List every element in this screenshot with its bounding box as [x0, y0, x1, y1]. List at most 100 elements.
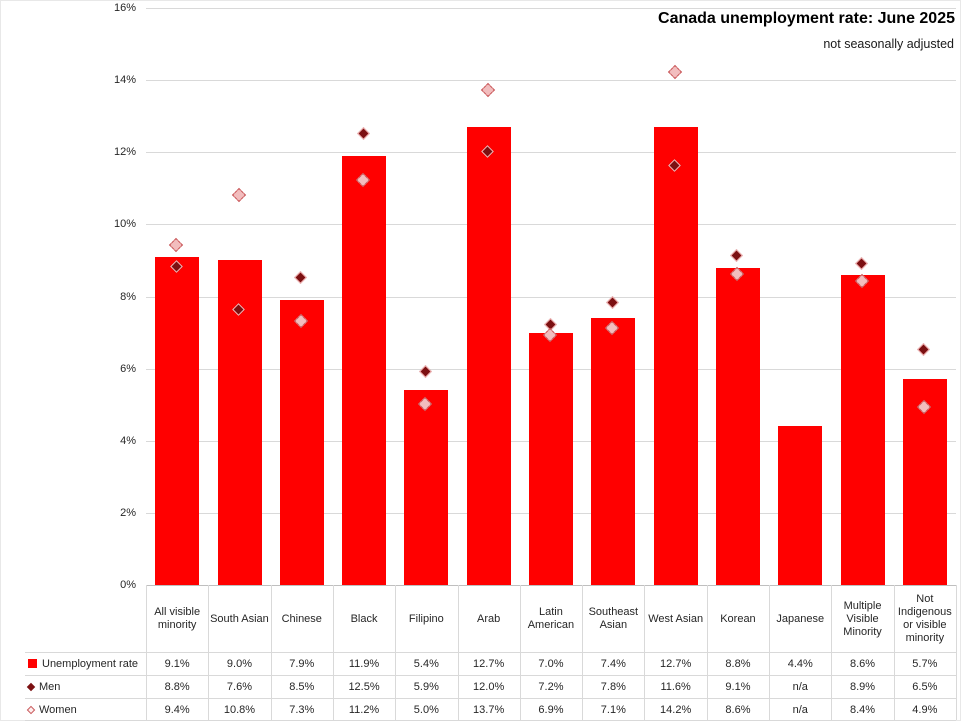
value-cell: 11.2% — [348, 703, 380, 716]
value-cell: 12.0% — [473, 680, 505, 693]
women-marker — [480, 82, 495, 97]
men-marker — [730, 249, 744, 263]
category-header: South Asian — [210, 612, 269, 625]
value-cell: 8.5% — [289, 680, 315, 693]
men-marker — [356, 126, 370, 140]
value-cell: 6.9% — [538, 703, 564, 716]
category-header: All visible minority — [154, 606, 201, 631]
value-cell: 7.0% — [538, 657, 564, 670]
value-cell: 7.3% — [289, 703, 315, 716]
value-cell: 13.7% — [473, 703, 505, 716]
value-cell: 7.1% — [600, 703, 626, 716]
value-cell: 7.9% — [289, 657, 315, 670]
legend-unemployment-square-icon — [28, 659, 37, 668]
men-marker — [917, 343, 931, 356]
series-name: Women — [39, 703, 77, 716]
y-axis-tick-label: 14% — [113, 74, 136, 86]
unemployment-bar — [715, 267, 760, 585]
category-header: West Asian — [648, 612, 704, 625]
value-cell: 14.2% — [660, 703, 692, 716]
unemployment-bar — [279, 300, 324, 585]
chart-subtitle: not seasonally adjusted — [823, 37, 954, 51]
category-header: Korean — [720, 612, 756, 625]
value-cell: 12.7% — [660, 657, 692, 670]
legend-row: Women — [26, 698, 77, 721]
value-cell: 4.9% — [912, 703, 938, 716]
gridline — [146, 8, 956, 9]
value-cell: 9.1% — [164, 657, 190, 670]
unemployment-bar — [155, 256, 200, 585]
value-cell: 8.6% — [725, 703, 751, 716]
unemployment-bar — [840, 274, 885, 585]
y-axis-tick-label: 6% — [120, 363, 136, 375]
unemployment-bar — [902, 379, 947, 585]
gridline — [146, 80, 956, 81]
value-cell: 9.4% — [164, 703, 190, 716]
gridline — [146, 297, 956, 298]
value-cell: 9.1% — [725, 680, 751, 693]
value-cell: 7.8% — [600, 680, 626, 693]
legend-row: Men — [26, 675, 61, 698]
table-row-separator — [25, 675, 956, 676]
y-axis-tick-label: 10% — [113, 218, 136, 230]
men-marker — [605, 296, 619, 310]
category-header: Latin American — [527, 606, 575, 631]
table-row-separator — [25, 652, 956, 653]
value-cell: 7.4% — [600, 657, 626, 670]
value-cell: 8.6% — [850, 657, 876, 670]
y-axis-tick-label: 12% — [113, 146, 136, 158]
value-cell: 11.9% — [348, 657, 380, 670]
value-cell: n/a — [792, 703, 808, 716]
value-cell: 8.4% — [850, 703, 876, 716]
value-cell: 7.2% — [538, 680, 564, 693]
unemployment-bar — [591, 318, 636, 585]
gridline — [146, 224, 956, 225]
category-header: Chinese — [281, 612, 322, 625]
unemployment-bar — [404, 390, 449, 585]
men-marker — [294, 271, 308, 284]
legend-row: Unemployment rate — [28, 652, 138, 675]
value-cell: 12.7% — [473, 657, 505, 670]
value-cell: 6.5% — [912, 680, 938, 693]
y-axis-tick-label: 2% — [120, 507, 136, 519]
category-header: Japanese — [776, 612, 825, 625]
women-marker — [169, 237, 184, 253]
value-cell: 7.6% — [226, 680, 252, 693]
category-header: Not Indigenous or visible minority — [897, 593, 952, 644]
value-cell: 5.9% — [413, 680, 439, 693]
category-header: Arab — [477, 612, 501, 625]
unemployment-bar — [529, 332, 573, 585]
value-cell: 4.4% — [787, 657, 813, 670]
women-marker — [667, 64, 682, 79]
chart-title: Canada unemployment rate: June 2025 — [658, 10, 955, 27]
series-name: Unemployment rate — [42, 657, 138, 670]
y-axis-tick-label: 4% — [120, 435, 136, 447]
value-cell: 9.0% — [226, 657, 252, 670]
x-axis-line — [146, 585, 956, 586]
legend-men-diamond-icon — [26, 682, 36, 691]
value-cell: 12.5% — [348, 680, 380, 693]
y-axis-tick-label: 0% — [120, 579, 136, 591]
y-axis-tick-label: 8% — [120, 291, 136, 303]
category-header: Black — [350, 612, 378, 625]
gridline — [146, 152, 956, 153]
value-cell: 8.8% — [725, 657, 751, 670]
category-header: Filipino — [408, 612, 444, 625]
value-cell: 5.4% — [413, 657, 439, 670]
y-axis-tick-label: 16% — [113, 2, 136, 14]
men-marker — [419, 364, 432, 378]
table-row-separator — [25, 698, 956, 699]
value-cell: 8.8% — [164, 680, 190, 693]
value-cell: n/a — [792, 680, 808, 693]
value-cell: 8.9% — [850, 680, 876, 693]
category-header: Southeast Asian — [588, 606, 639, 631]
series-name: Men — [39, 680, 61, 693]
unemployment-bar — [778, 426, 823, 585]
value-cell: 10.8% — [223, 703, 256, 716]
legend-women-diamond-icon — [26, 705, 36, 714]
unemployment-bar — [466, 127, 511, 585]
women-marker — [231, 187, 246, 202]
unemployment-bar — [653, 127, 698, 585]
value-cell: 5.0% — [413, 703, 439, 716]
